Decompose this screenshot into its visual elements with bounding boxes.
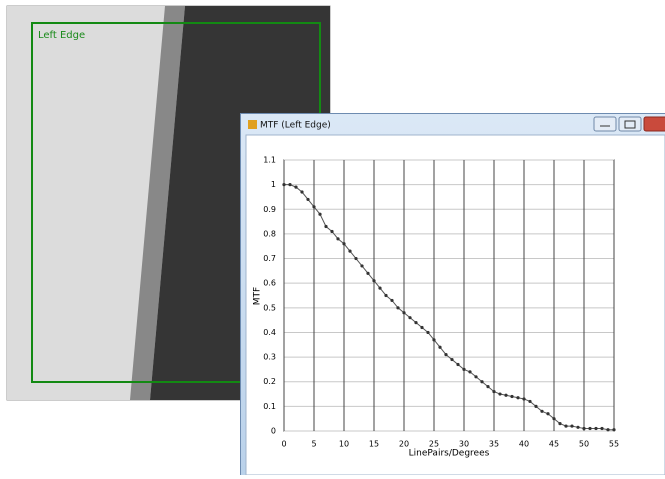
data-point (324, 225, 327, 228)
data-point (330, 230, 333, 233)
data-point (426, 331, 429, 334)
y-tick-label: 0.4 (263, 328, 276, 337)
window-title: MTF (Left Edge) (260, 121, 331, 131)
data-point (486, 385, 489, 388)
data-point (468, 370, 471, 373)
data-point (546, 412, 549, 415)
data-point (288, 183, 291, 186)
data-point (390, 299, 393, 302)
y-tick-label: 1 (271, 180, 276, 189)
data-point (318, 213, 321, 216)
minimize-button[interactable] (594, 117, 616, 131)
data-point (576, 426, 579, 429)
data-point (348, 250, 351, 253)
data-point (312, 205, 315, 208)
data-point (456, 363, 459, 366)
data-point (564, 424, 567, 427)
x-tick-label: 25 (429, 440, 439, 449)
data-point (438, 346, 441, 349)
data-point (606, 428, 609, 431)
data-point (600, 427, 603, 430)
data-point (354, 257, 357, 260)
data-point (612, 428, 615, 431)
data-point (492, 390, 495, 393)
data-point (372, 279, 375, 282)
x-tick-label: 55 (609, 440, 619, 449)
data-point (480, 380, 483, 383)
data-point (342, 242, 345, 245)
data-point (528, 400, 531, 403)
image-label: Left Edge (38, 30, 85, 41)
x-tick-label: 50 (579, 440, 589, 449)
y-tick-label: 0.2 (263, 377, 276, 386)
window-icon (248, 120, 257, 129)
y-tick-label: 0.5 (263, 303, 276, 312)
data-point (582, 427, 585, 430)
data-point (420, 326, 423, 329)
y-tick-label: 0.3 (263, 353, 276, 362)
x-tick-label: 5 (311, 440, 316, 449)
data-point (594, 427, 597, 430)
plot-area (284, 160, 614, 431)
data-point (336, 237, 339, 240)
data-point (588, 427, 591, 430)
data-point (444, 353, 447, 356)
y-axis-label: MTF (253, 287, 263, 305)
y-tick-label: 0 (271, 427, 276, 436)
x-axis-label: LinePairs/Degrees (409, 449, 490, 459)
y-tick-label: 0.7 (263, 254, 276, 263)
data-point (540, 410, 543, 413)
data-point (450, 358, 453, 361)
close-button[interactable] (644, 117, 665, 131)
data-point (378, 287, 381, 290)
data-point (294, 186, 297, 189)
data-point (366, 272, 369, 275)
data-point (396, 306, 399, 309)
data-point (384, 294, 387, 297)
data-point (474, 375, 477, 378)
y-tick-label: 0.1 (263, 402, 276, 411)
data-point (516, 396, 519, 399)
data-point (282, 183, 285, 186)
data-point (504, 394, 507, 397)
data-point (534, 405, 537, 408)
x-tick-label: 40 (519, 440, 529, 449)
data-point (522, 397, 525, 400)
data-point (462, 368, 465, 371)
x-tick-label: 35 (489, 440, 499, 449)
data-point (408, 316, 411, 319)
maximize-button[interactable] (619, 117, 641, 131)
y-tick-label: 0.6 (263, 279, 276, 288)
y-tick-label: 0.9 (263, 205, 276, 214)
data-point (360, 264, 363, 267)
chart: LinePairs/Degrees MTF 0 0.1 0.2 0.3 0.4 0.5 0.… (253, 156, 620, 459)
x-tick-label: 30 (459, 440, 469, 449)
y-tick-label: 0.8 (263, 229, 276, 238)
data-point (510, 395, 513, 398)
x-tick-label: 20 (399, 440, 409, 449)
data-point (558, 422, 561, 425)
x-tick-label: 10 (339, 440, 349, 449)
x-tick-label: 0 (281, 440, 286, 449)
data-point (300, 190, 303, 193)
data-point (552, 417, 555, 420)
data-point (414, 321, 417, 324)
y-tick-label: 1.1 (263, 156, 276, 165)
data-point (498, 392, 501, 395)
x-tick-label: 45 (549, 440, 559, 449)
x-tick-label: 15 (369, 440, 379, 449)
data-point (306, 198, 309, 201)
data-point (432, 338, 435, 341)
data-point (570, 424, 573, 427)
data-point (402, 311, 405, 314)
